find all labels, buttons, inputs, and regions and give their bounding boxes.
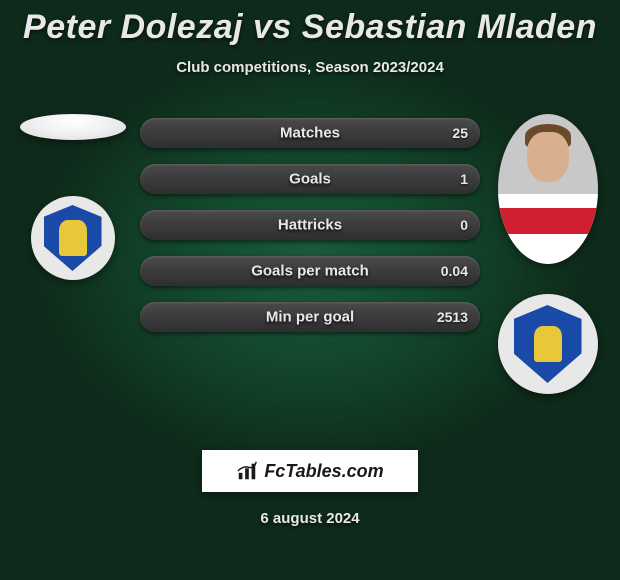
- stat-label: Matches: [280, 125, 340, 142]
- player-right-club-badge: [498, 294, 598, 394]
- stat-label: Min per goal: [266, 309, 354, 326]
- stat-row: Matches 25: [140, 118, 480, 148]
- stat-value-right: 25: [452, 125, 468, 141]
- stat-label: Goals per match: [251, 263, 369, 280]
- date-text: 6 august 2024: [0, 510, 620, 527]
- logo-text: FcTables.com: [264, 461, 383, 482]
- page-subtitle: Club competitions, Season 2023/2024: [0, 59, 620, 76]
- player-head: [527, 132, 569, 182]
- stat-value-right: 0: [460, 217, 468, 233]
- stat-row: Min per goal 2513: [140, 302, 480, 332]
- stats-column: Matches 25 Goals 1 Hattricks 0: [140, 114, 480, 332]
- stat-value-right: 0.04: [441, 263, 468, 279]
- logo-box: FcTables.com: [202, 450, 418, 492]
- player-left-photo: [20, 114, 126, 140]
- stat-row: Goals 1: [140, 164, 480, 194]
- main-row: Matches 25 Goals 1 Hattricks 0: [0, 114, 620, 394]
- badge-figure: [534, 326, 562, 362]
- stat-label: Goals: [289, 171, 331, 188]
- stat-value-right: 2513: [437, 309, 468, 325]
- badge-figure: [59, 220, 87, 256]
- stat-row: Goals per match 0.04: [140, 256, 480, 286]
- player-right-photo: [498, 114, 598, 264]
- stat-row: Hattricks 0: [140, 210, 480, 240]
- stat-value-right: 1: [460, 171, 468, 187]
- page-title: Peter Dolezaj vs Sebastian Mladen: [0, 8, 620, 47]
- content-root: Peter Dolezaj vs Sebastian Mladen Club c…: [0, 0, 620, 580]
- stat-label: Hattricks: [278, 217, 342, 234]
- logo-chart-icon: [236, 460, 258, 482]
- player-left-club-badge: [31, 196, 115, 280]
- player-right-column: [490, 114, 605, 394]
- player-left-column: [15, 114, 130, 280]
- jersey-stripe: [498, 208, 598, 234]
